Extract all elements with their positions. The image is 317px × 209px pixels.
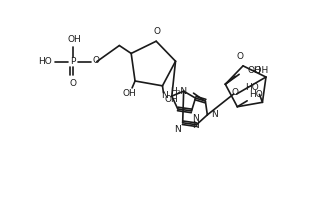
Text: HO: HO <box>38 57 51 66</box>
Text: N: N <box>192 121 199 130</box>
Text: OH: OH <box>247 66 261 75</box>
Text: OH: OH <box>67 35 81 44</box>
Text: O: O <box>70 79 77 88</box>
Text: OH: OH <box>122 89 136 98</box>
Text: N: N <box>161 91 168 100</box>
Text: P: P <box>70 57 76 66</box>
Text: HO: HO <box>245 83 258 92</box>
Text: O: O <box>93 56 100 65</box>
Text: N: N <box>211 110 218 119</box>
Text: H₂N: H₂N <box>171 87 188 96</box>
Text: O: O <box>236 52 243 61</box>
Text: OH: OH <box>165 95 178 104</box>
Text: O: O <box>231 88 238 97</box>
Text: O: O <box>154 27 161 36</box>
Text: HO: HO <box>249 90 263 99</box>
Text: –OH: –OH <box>251 66 269 75</box>
Text: N: N <box>174 125 181 134</box>
Text: N: N <box>192 114 199 123</box>
